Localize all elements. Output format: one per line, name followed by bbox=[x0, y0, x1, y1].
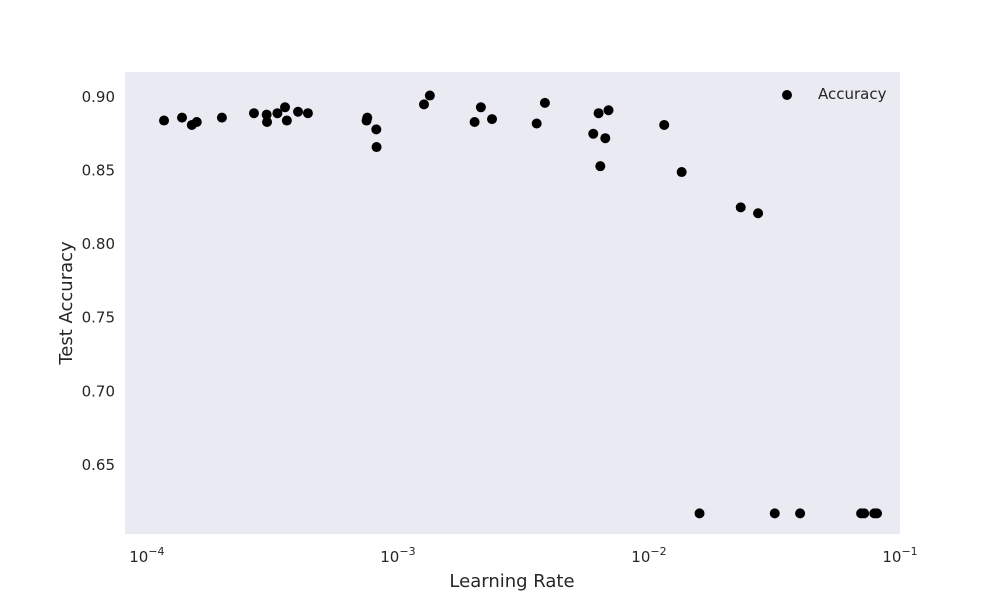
data-point bbox=[676, 167, 687, 178]
data-point bbox=[424, 90, 435, 101]
data-point bbox=[191, 117, 202, 128]
y-tick-label: 0.75 bbox=[82, 309, 115, 327]
data-point bbox=[539, 97, 550, 108]
data-point bbox=[694, 508, 705, 519]
data-point bbox=[272, 108, 283, 119]
data-point bbox=[248, 108, 259, 119]
data-point bbox=[588, 128, 599, 139]
data-point bbox=[281, 115, 292, 126]
data-point bbox=[595, 161, 606, 172]
data-point bbox=[262, 117, 273, 128]
data-point bbox=[769, 508, 780, 519]
data-point bbox=[216, 112, 227, 123]
data-point bbox=[159, 115, 170, 126]
data-point bbox=[735, 202, 746, 213]
y-axis-label: Test Accuracy bbox=[56, 241, 77, 366]
data-point bbox=[280, 102, 291, 113]
data-point bbox=[593, 108, 604, 119]
y-tick-label: 0.70 bbox=[82, 382, 115, 400]
data-point bbox=[293, 106, 304, 117]
data-point bbox=[753, 208, 764, 219]
legend-label: Accuracy bbox=[818, 85, 887, 103]
data-point bbox=[362, 112, 373, 123]
data-point bbox=[418, 99, 429, 110]
data-point bbox=[475, 102, 486, 113]
data-point bbox=[795, 508, 806, 519]
y-tick-label: 0.80 bbox=[82, 235, 115, 253]
data-point bbox=[600, 133, 611, 144]
data-point bbox=[371, 124, 382, 135]
data-point bbox=[469, 117, 480, 128]
x-tick-labels: 10−4 10−3 10−2 10−1 bbox=[129, 545, 917, 566]
y-tick-label: 0.65 bbox=[82, 456, 115, 474]
data-point bbox=[487, 114, 498, 125]
data-point bbox=[859, 508, 870, 519]
x-tick-label: 10−4 bbox=[129, 545, 164, 566]
data-points bbox=[159, 90, 883, 519]
legend: Accuracy bbox=[782, 85, 887, 103]
y-tick-label: 0.85 bbox=[82, 162, 115, 180]
data-point bbox=[659, 119, 670, 130]
x-tick-label: 10−1 bbox=[882, 545, 917, 566]
data-point bbox=[872, 508, 883, 519]
data-point bbox=[531, 118, 542, 129]
x-tick-label: 10−2 bbox=[631, 545, 666, 566]
data-point bbox=[261, 109, 272, 120]
plot-area-background bbox=[125, 72, 900, 534]
y-tick-label: 0.90 bbox=[82, 88, 115, 106]
data-point bbox=[177, 112, 188, 123]
data-point bbox=[603, 105, 614, 116]
y-tick-labels: 0.65 0.70 0.75 0.80 0.85 0.90 bbox=[82, 88, 115, 474]
x-axis-label: Learning Rate bbox=[449, 571, 574, 592]
data-point bbox=[371, 142, 382, 153]
data-point bbox=[302, 108, 313, 119]
x-tick-label: 10−3 bbox=[380, 545, 415, 566]
legend-marker bbox=[782, 90, 792, 100]
